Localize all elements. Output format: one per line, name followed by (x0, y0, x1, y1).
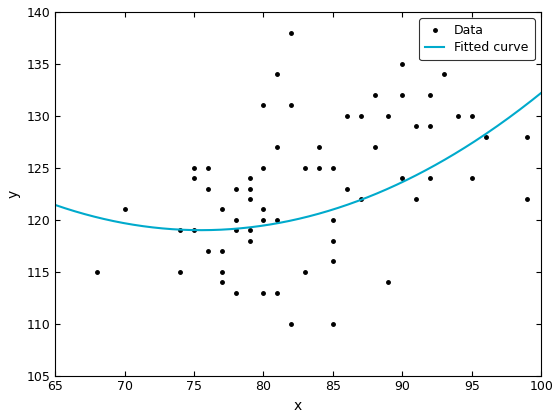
Fitted curve (494, 123, 501, 129)
Data (288, 30, 295, 35)
Fitted curve (198, 228, 205, 233)
Fitted curve (463, 144, 470, 149)
Data (524, 197, 530, 202)
Data (94, 269, 100, 274)
Fitted curve (343, 203, 349, 208)
Data (468, 113, 475, 118)
Line: Fitted curve: Fitted curve (55, 93, 541, 230)
Data (288, 321, 295, 326)
X-axis label: x: x (294, 399, 302, 413)
Data (274, 217, 281, 222)
Data (399, 61, 405, 66)
Fitted curve (54, 203, 60, 208)
Line: Data: Data (94, 29, 531, 327)
Y-axis label: y: y (7, 190, 21, 198)
Data (260, 290, 267, 295)
Data (204, 186, 211, 191)
Legend: Data, Fitted curve: Data, Fitted curve (419, 18, 535, 60)
Fitted curve (351, 200, 358, 205)
Data (191, 176, 198, 181)
Fitted curve (538, 90, 544, 95)
Fitted curve (341, 203, 348, 208)
Fitted curve (52, 202, 59, 207)
